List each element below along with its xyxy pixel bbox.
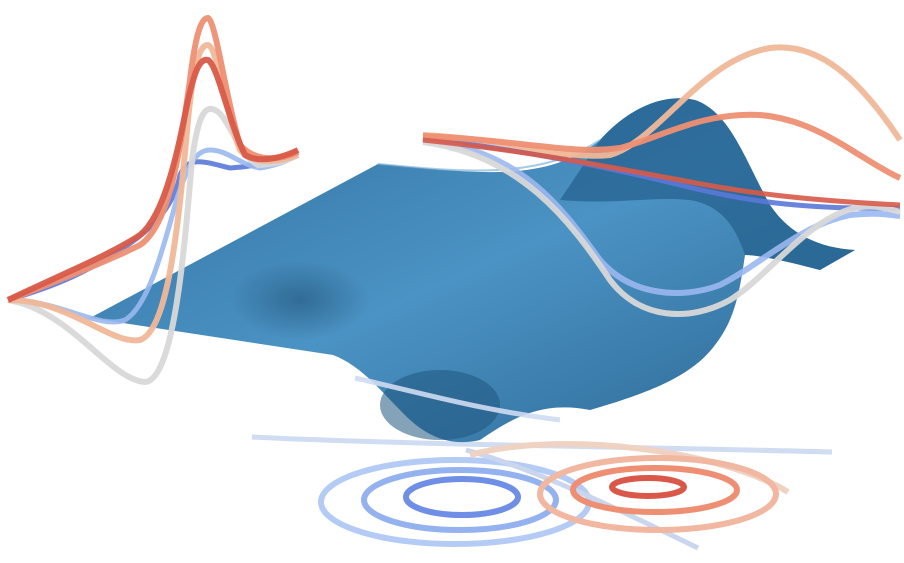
floor-contours <box>251 434 833 551</box>
right-profile-3 <box>422 139 901 317</box>
surface-dip-shadow <box>230 260 370 340</box>
contour-strand-front <box>354 375 561 423</box>
contour-positive-inner <box>609 475 687 499</box>
left-profiles <box>6 14 300 386</box>
contour-negative-2 <box>403 476 521 518</box>
right-profile-2 <box>422 137 901 296</box>
contour-negative-3 <box>361 467 559 533</box>
right-profile-6 <box>422 137 901 208</box>
left-profile-6 <box>6 56 300 303</box>
right-profile-5 <box>422 111 902 181</box>
left-profile-3 <box>7 105 300 386</box>
contour-positive-2 <box>570 465 740 515</box>
surface-dip-lower <box>380 370 500 440</box>
right-profile-4 <box>422 44 903 159</box>
contour-positive-3 <box>537 455 779 533</box>
contour-line-diagonal <box>465 447 700 551</box>
right-profiles <box>422 44 903 317</box>
